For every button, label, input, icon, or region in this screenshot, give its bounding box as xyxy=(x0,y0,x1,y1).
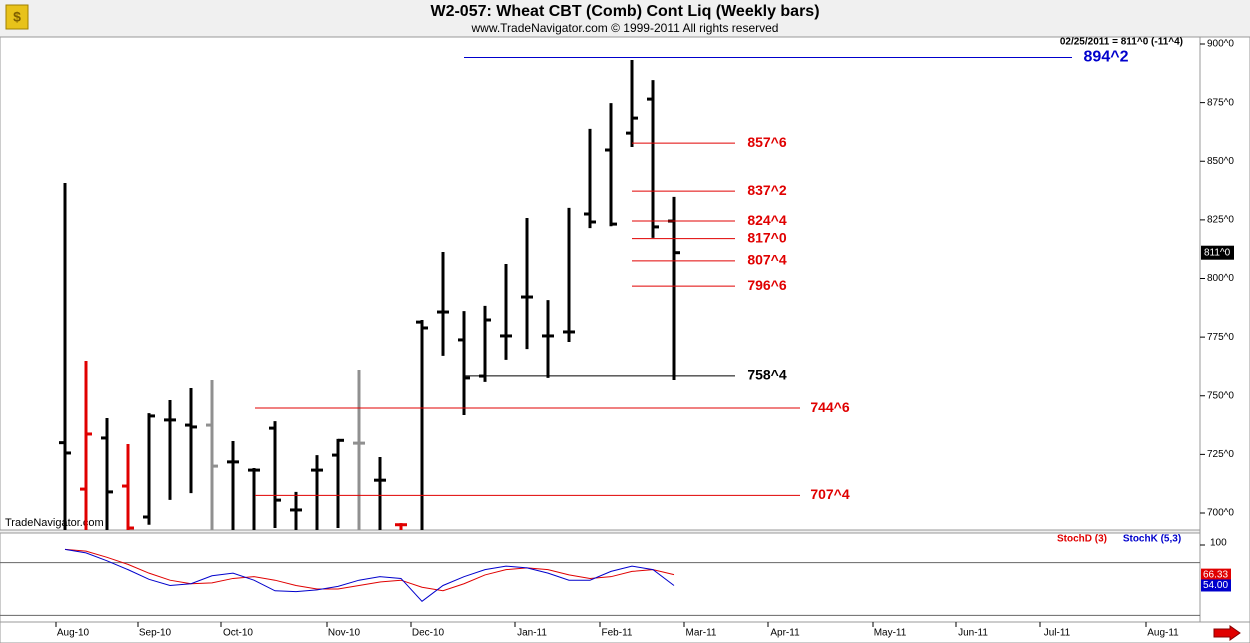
level-label: 807^4 xyxy=(747,252,787,268)
x-tick-label: Jan-11 xyxy=(517,628,547,639)
x-tick-label: May-11 xyxy=(874,628,907,639)
level-label: 817^0 xyxy=(747,229,787,245)
x-tick-label: Aug-11 xyxy=(1147,628,1179,639)
level-label: 796^6 xyxy=(747,277,787,293)
y-tick-label: 800^0 xyxy=(1207,273,1234,284)
x-tick-label: Mar-11 xyxy=(686,628,717,639)
x-tick-label: Sep-10 xyxy=(139,628,172,639)
value-label: 54.00 xyxy=(1203,580,1228,591)
x-tick-label: Feb-11 xyxy=(602,628,633,639)
x-tick-label: Nov-10 xyxy=(328,628,361,639)
level-label: 758^4 xyxy=(747,367,787,383)
level-label: 894^2 xyxy=(1084,49,1129,66)
last-price-box xyxy=(1201,245,1234,260)
level-label: 744^6 xyxy=(810,399,850,415)
x-tick-label: Oct-10 xyxy=(223,628,253,639)
x-tick-label: Jun-11 xyxy=(958,628,988,639)
y-tick-label: 700^0 xyxy=(1207,508,1234,519)
stoch-line xyxy=(64,548,675,592)
legend-entry: StochK (5,3) xyxy=(1123,534,1181,545)
y-tick-label: 900^0 xyxy=(1207,39,1234,50)
x-tick-label: Dec-10 xyxy=(412,628,445,639)
stoch-line xyxy=(64,548,675,602)
last-price-label: 811^0 xyxy=(1204,247,1231,258)
x-tick-label: Aug-10 xyxy=(57,628,90,639)
scroll-arrow[interactable] xyxy=(1213,625,1241,641)
y-tick-label: 725^0 xyxy=(1207,449,1234,460)
x-tick-label: Jul-11 xyxy=(1044,628,1071,639)
date-axis xyxy=(0,621,1250,643)
y-tick-label: 825^0 xyxy=(1207,215,1234,226)
level-label: 857^6 xyxy=(747,134,787,150)
value-label-box xyxy=(1201,568,1231,581)
right-axis xyxy=(1199,36,1250,623)
logo: $ xyxy=(5,4,29,30)
chart-title: W2-057: Wheat CBT (Comb) Cont Liq (Weekl… xyxy=(430,3,819,20)
price-panel xyxy=(0,36,1201,531)
level-label: 837^2 xyxy=(747,182,787,198)
legend-entry: StochD (3) xyxy=(1057,534,1107,545)
subtitle: www.TradeNavigator.com © 1999-2011 All r… xyxy=(471,21,779,35)
info: 02/25/2011 = 811^0 (-11^4) xyxy=(1060,37,1183,48)
x-tick-label: Apr-11 xyxy=(770,628,800,639)
level-label: 824^4 xyxy=(747,212,787,228)
watermark: TradeNavigator.com xyxy=(5,517,104,529)
y-tick-label: 775^0 xyxy=(1207,332,1234,343)
y-tick-label: 875^0 xyxy=(1207,97,1234,108)
y-tick-label: 850^0 xyxy=(1207,156,1234,167)
y2-tick-label: 100 xyxy=(1210,538,1227,549)
y-tick-label: 750^0 xyxy=(1207,390,1234,401)
svg-text:$: $ xyxy=(13,9,21,25)
value-label: 66.33 xyxy=(1203,569,1228,580)
level-label: 707^4 xyxy=(810,486,850,502)
value-label-box xyxy=(1201,579,1231,592)
